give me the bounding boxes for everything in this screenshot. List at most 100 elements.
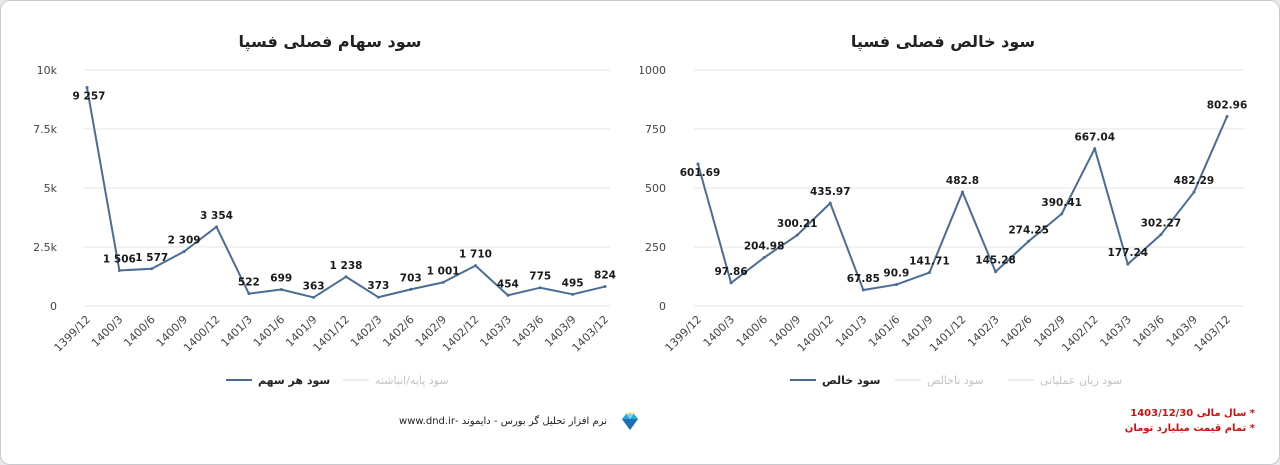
- net-profit-data-label: 667.04: [1074, 132, 1115, 144]
- net-profit-data-point: [1060, 212, 1064, 216]
- eps-chart: سود سهام فصلی فسپا02.5k5k7.5k10k1399/121…: [33, 32, 616, 387]
- net-profit-data-point: [1159, 233, 1163, 237]
- net-profit-data-point: [1027, 239, 1031, 243]
- eps-x-tick-label: 1402/3: [348, 313, 385, 350]
- eps-data-label: 1 710: [459, 249, 492, 261]
- eps-data-point: [215, 225, 218, 229]
- net-profit-x-tick-label: 1400/12: [795, 313, 837, 355]
- eps-legend-label: سود هر سهم: [258, 374, 330, 387]
- eps-data-point: [603, 285, 607, 289]
- net-profit-x-tick-label: 1402/3: [965, 313, 1002, 350]
- eps-data-label: 775: [529, 271, 551, 283]
- net-profit-data-point: [828, 201, 832, 205]
- net-profit-data-point: [961, 190, 964, 194]
- eps-data-point: [150, 267, 154, 271]
- net-profit-data-point: [696, 162, 700, 166]
- brand-text: نرم افزار تحلیل گر بورس - دایموند -www.d…: [399, 416, 607, 427]
- net-profit-x-tick-label: 1402/12: [1059, 313, 1101, 355]
- eps-y-tick-label: 2.5k: [33, 241, 57, 254]
- net-profit-chart-title: سود خالص فصلی فسپا: [851, 32, 1035, 52]
- notes: * سال مالی 1403/12/30 * تمام قیمت میلیار…: [1060, 406, 1255, 436]
- net-profit-series-line: [697, 116, 1228, 291]
- net-profit-data-label: 802.96: [1207, 100, 1248, 112]
- net-profit-data-label: 300.21: [777, 218, 818, 230]
- eps-data-point: [538, 286, 542, 290]
- eps-data-label: 1 577: [135, 252, 168, 264]
- net-profit-data-label: 274.25: [1008, 224, 1049, 236]
- note-unit: * تمام قیمت میلیارد تومان: [1124, 423, 1255, 434]
- eps-chart-title: سود سهام فصلی فسپا: [239, 32, 422, 52]
- eps-data-label: 1 506: [103, 253, 136, 265]
- net-profit-x-tick-label: 1403/6: [1130, 313, 1167, 350]
- eps-data-label: 9 257: [73, 91, 106, 103]
- eps-data-point: [85, 86, 89, 90]
- net-profit-y-tick-label: 0: [659, 300, 666, 313]
- eps-data-point: [474, 264, 477, 268]
- net-profit-x-tick-label: 1400/3: [701, 313, 738, 350]
- eps-data-point: [344, 275, 348, 279]
- eps-x-tick-label: 1403/6: [510, 313, 547, 350]
- eps-data-point: [279, 288, 283, 292]
- net-profit-chart: سود خالص فصلی فسپا025050075010001399/121…: [640, 32, 1248, 387]
- net-profit-data-label: 90.9: [883, 268, 909, 280]
- net-profit-data-point: [1192, 190, 1196, 194]
- eps-y-tick-label: 7.5k: [33, 123, 57, 136]
- net-profit-data-label: 390.41: [1041, 197, 1082, 209]
- net-profit-x-tick-label: 1401/6: [866, 313, 903, 350]
- eps-data-point: [376, 295, 380, 299]
- net-profit-data-label: 435.97: [810, 186, 851, 198]
- net-profit-data-label: 204.98: [744, 241, 785, 253]
- eps-data-point: [247, 292, 251, 296]
- net-profit-y-tick-label: 250: [645, 241, 666, 254]
- eps-data-label: 3 354: [200, 210, 233, 222]
- net-profit-y-tick-label: 1000: [640, 64, 666, 77]
- net-profit-x-tick-label: 1402/6: [998, 313, 1035, 350]
- net-profit-x-tick-label: 1403/3: [1097, 313, 1134, 350]
- net-profit-x-tick-label: 1401/12: [927, 313, 969, 355]
- net-profit-data-point: [994, 270, 998, 274]
- net-profit-data-point: [927, 271, 931, 275]
- eps-x-tick-label: 1401/3: [218, 313, 255, 350]
- brand-footer: نرم افزار تحلیل گر بورس - دایموند -www.d…: [355, 412, 655, 434]
- net-profit-x-tick-label: 1400/6: [734, 313, 771, 350]
- net-profit-data-label: 482.8: [946, 175, 979, 187]
- net-profit-data-label: 302.27: [1141, 218, 1182, 230]
- note-fiscal-year: * سال مالی 1403/12/30: [1130, 408, 1255, 419]
- net-profit-data-point: [861, 288, 865, 292]
- eps-x-tick-label: 1400/6: [121, 313, 158, 350]
- eps-data-label: 1 238: [330, 260, 363, 272]
- net-profit-x-tick-label: 1399/12: [663, 313, 705, 355]
- eps-data-point: [312, 295, 316, 299]
- net-profit-data-point: [894, 283, 898, 287]
- net-profit-data-label: 67.85: [847, 273, 880, 285]
- eps-y-tick-label: 5k: [44, 182, 58, 195]
- net-profit-x-tick-label: 1401/3: [833, 313, 870, 350]
- eps-data-point: [409, 287, 413, 291]
- net-profit-y-tick-label: 500: [645, 182, 666, 195]
- eps-data-label: 1 001: [427, 265, 460, 277]
- net-profit-data-label: 601.69: [680, 167, 721, 179]
- eps-data-point: [182, 250, 186, 254]
- eps-data-point: [506, 293, 510, 297]
- net-profit-data-label: 145.28: [975, 255, 1016, 267]
- net-profit-legend-label: سود ناخالص: [927, 374, 984, 387]
- net-profit-data-label: 97.86: [714, 266, 747, 278]
- eps-x-tick-label: 1400/3: [89, 313, 126, 350]
- net-profit-data-point: [1126, 262, 1130, 266]
- eps-x-tick-label: 1399/12: [52, 313, 94, 355]
- eps-data-label: 703: [400, 272, 422, 284]
- net-profit-data-point: [1225, 115, 1229, 119]
- net-profit-data-label: 177.24: [1108, 247, 1149, 259]
- eps-x-tick-label: 1401/12: [311, 313, 353, 355]
- eps-x-tick-label: 1402/6: [380, 313, 417, 350]
- eps-x-tick-label: 1400/12: [181, 313, 223, 355]
- net-profit-x-tick-label: 1403/12: [1192, 313, 1234, 355]
- net-profit-legend-label: سود خالص: [822, 374, 880, 387]
- eps-legend-label: سود پایه/انباشته: [375, 374, 449, 387]
- eps-x-tick-label: 1402/12: [440, 313, 482, 355]
- net-profit-data-label: 141.71: [909, 256, 950, 268]
- eps-x-tick-label: 1403/12: [570, 313, 612, 355]
- net-profit-legend-label: سود زیان عملیاتی: [1040, 374, 1122, 387]
- eps-data-label: 495: [562, 277, 584, 289]
- net-profit-y-tick-label: 750: [645, 123, 666, 136]
